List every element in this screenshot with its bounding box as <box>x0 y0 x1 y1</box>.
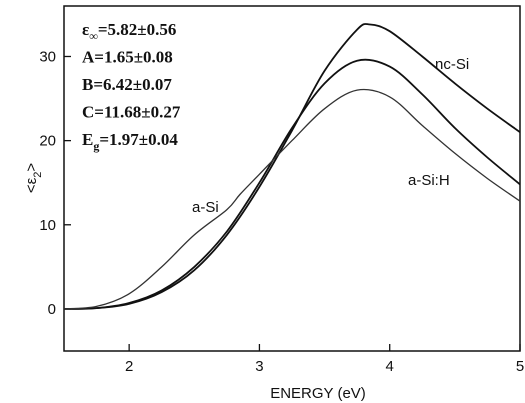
series-line-0 <box>63 23 521 310</box>
x-tick-label-3: 5 <box>516 358 524 375</box>
x-tick-label-0: 2 <box>125 358 133 375</box>
fit-param-2: B=6.42±0.07 <box>82 75 172 94</box>
series-lines <box>63 23 521 310</box>
y-tick-label-0: 0 <box>48 301 56 318</box>
series-line-2 <box>63 88 521 310</box>
fit-param-1: A=1.65±0.08 <box>82 48 173 67</box>
y-tick-label-1: 10 <box>39 217 56 234</box>
y-tick-label-2: 20 <box>39 133 56 150</box>
fit-param-4: Eg=1.97±0.04 <box>82 130 178 153</box>
series-label-a-si-h: a-Si:H <box>408 172 450 189</box>
x-tick-label-2: 4 <box>386 358 394 375</box>
y-axis-label: <ε2> <box>23 163 44 194</box>
axis-ticks: 2 3 4 5 0 10 20 30 <box>39 48 524 375</box>
y-axis-label-main: <ε <box>23 177 40 193</box>
series-label-nc-si: nc-Si <box>435 56 469 73</box>
y-axis-label-sub: 2 <box>32 172 44 178</box>
series-label-a-si: a-Si <box>192 199 219 216</box>
y-tick-label-3: 30 <box>39 48 56 65</box>
x-axis-label: ENERGY (eV) <box>270 385 366 402</box>
plot-frame <box>63 5 521 352</box>
fit-param-3: C=11.68±0.27 <box>82 103 181 122</box>
x-tick-label-1: 3 <box>255 358 263 375</box>
fit-parameters: ε∞=5.82±0.56 A=1.65±0.08 B=6.42±0.07 C=11.6… <box>82 20 181 153</box>
series-line-1 <box>63 58 521 310</box>
y-axis-label-end: > <box>23 163 40 172</box>
fit-param-0: ε∞=5.82±0.56 <box>82 20 176 43</box>
